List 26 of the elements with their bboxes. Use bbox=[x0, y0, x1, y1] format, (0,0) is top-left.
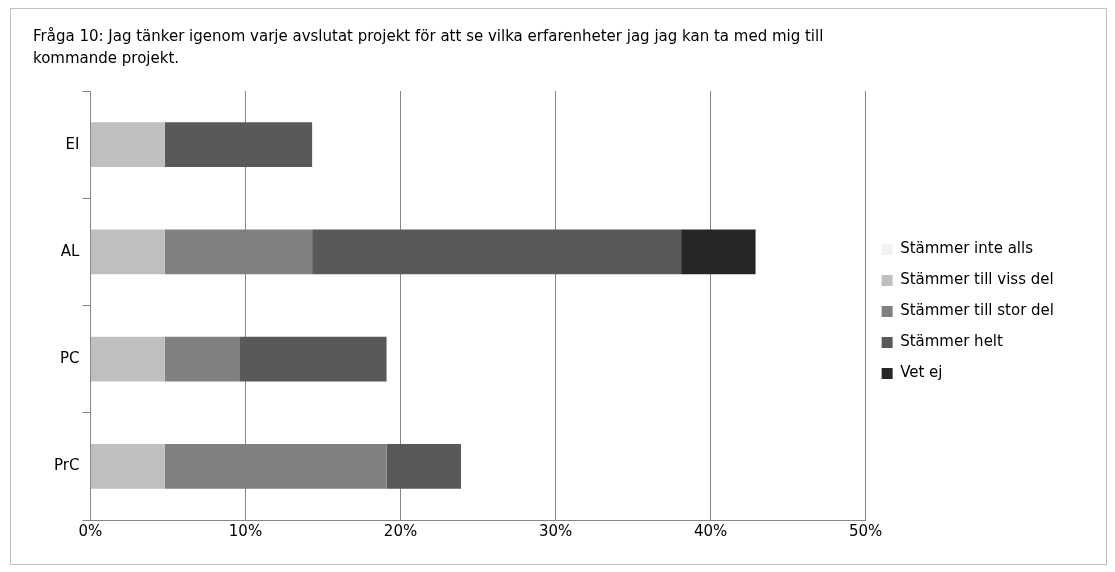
bar bbox=[386, 444, 461, 489]
x-tick-label: 40% bbox=[693, 521, 728, 540]
bar bbox=[312, 229, 682, 275]
legend-label: Stämmer till viss del bbox=[900, 270, 1054, 289]
legend-label: Stämmer helt bbox=[900, 332, 1004, 351]
bar bbox=[90, 336, 165, 382]
x-tick-label: 20% bbox=[383, 521, 418, 540]
bar bbox=[90, 122, 165, 167]
legend-label: Stämmer till stor del bbox=[900, 301, 1055, 320]
y-tick-label: PC bbox=[59, 349, 80, 368]
x-tick-label: 50% bbox=[848, 521, 883, 540]
y-tick-label: EI bbox=[65, 134, 80, 153]
bar bbox=[164, 336, 240, 382]
bar bbox=[239, 336, 387, 382]
bar bbox=[681, 229, 756, 275]
legend-label: Stämmer inte alls bbox=[900, 239, 1034, 258]
legend-label: Vet ej bbox=[900, 363, 943, 382]
y-tick-label: AL bbox=[60, 241, 81, 260]
x-tick-label: 10% bbox=[228, 521, 263, 540]
bar bbox=[164, 122, 313, 167]
x-tick-label: 0% bbox=[78, 521, 103, 540]
bar bbox=[90, 444, 165, 489]
y-tick-label: PrC bbox=[53, 456, 80, 475]
bar bbox=[90, 229, 165, 275]
chart-title: Fråga 10: Jag tänker igenom varje avslutat projekt för att se vilka erfarenheter jag jag kan ta med mig till kommande projekt. bbox=[33, 26, 825, 69]
x-tick-label: 30% bbox=[538, 521, 573, 540]
